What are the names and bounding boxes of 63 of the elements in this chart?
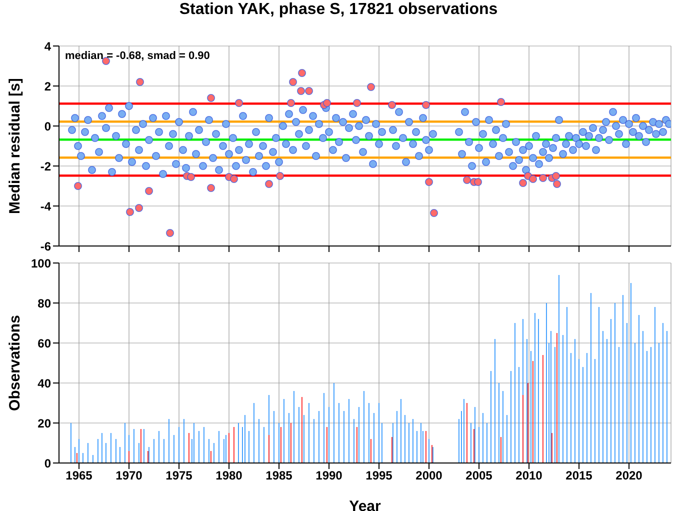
point — [265, 180, 273, 188]
point — [74, 182, 82, 190]
point — [135, 204, 143, 212]
x-tick-label: 2010 — [516, 468, 543, 483]
point — [166, 229, 174, 237]
x-tick-label: 2005 — [466, 468, 493, 483]
point — [388, 101, 396, 109]
point — [136, 78, 144, 86]
y-tick-label: 100 — [30, 256, 52, 270]
point — [126, 208, 134, 216]
point — [230, 175, 238, 183]
y-tick-label: 80 — [38, 296, 52, 310]
point — [552, 172, 560, 180]
point — [235, 99, 243, 107]
point — [187, 173, 195, 181]
y-tick-label: 0 — [44, 119, 52, 134]
y-axis-title: Median residual [s] — [6, 78, 24, 214]
y-tick-label: 0 — [44, 456, 52, 470]
point — [297, 87, 305, 95]
point — [145, 187, 153, 195]
point — [425, 178, 433, 186]
chart-title: Station YAK, phase S, 17821 observations — [178, 0, 499, 20]
point — [463, 176, 471, 184]
y-tick-label: -4 — [40, 199, 52, 214]
point — [422, 101, 430, 109]
point — [323, 99, 331, 107]
x-tick-label: 1975 — [166, 468, 193, 483]
x-tick-label: 2000 — [416, 468, 443, 483]
point — [474, 178, 482, 186]
annotation: median = -0.68, smad = 0.90 — [65, 50, 210, 62]
point — [430, 209, 438, 217]
y-tick-label: 2 — [44, 79, 52, 94]
point — [207, 184, 215, 192]
x-tick-label: 2015 — [566, 468, 593, 483]
point — [529, 175, 537, 183]
point — [519, 179, 527, 187]
y-tick-label: 20 — [38, 416, 52, 430]
x-tick-label: 1985 — [266, 468, 293, 483]
x-axis-title: Year — [349, 498, 382, 511]
point — [367, 83, 375, 91]
y-tick-label: 60 — [38, 336, 52, 350]
x-tick-label: 1965 — [66, 468, 93, 483]
y-tick-label: -2 — [40, 159, 52, 174]
point — [287, 99, 295, 107]
point — [305, 87, 313, 95]
x-tick-label: 1970 — [116, 468, 143, 483]
y-tick-label: 4 — [44, 39, 52, 54]
x-tick-label: 1980 — [216, 468, 243, 483]
point — [289, 78, 297, 86]
point — [298, 69, 306, 77]
point — [353, 99, 361, 107]
point — [539, 174, 547, 182]
point — [276, 172, 284, 180]
y-axis-title: Observations — [6, 315, 24, 411]
x-tick-label: 1990 — [316, 468, 343, 483]
point — [102, 57, 110, 65]
x-tick-label: 1995 — [366, 468, 393, 483]
y-tick-label: -6 — [40, 239, 52, 254]
point — [207, 94, 215, 102]
point — [497, 98, 505, 106]
y-tick-label: 40 — [38, 376, 52, 390]
point — [553, 180, 561, 188]
x-tick-label: 2020 — [616, 468, 643, 483]
